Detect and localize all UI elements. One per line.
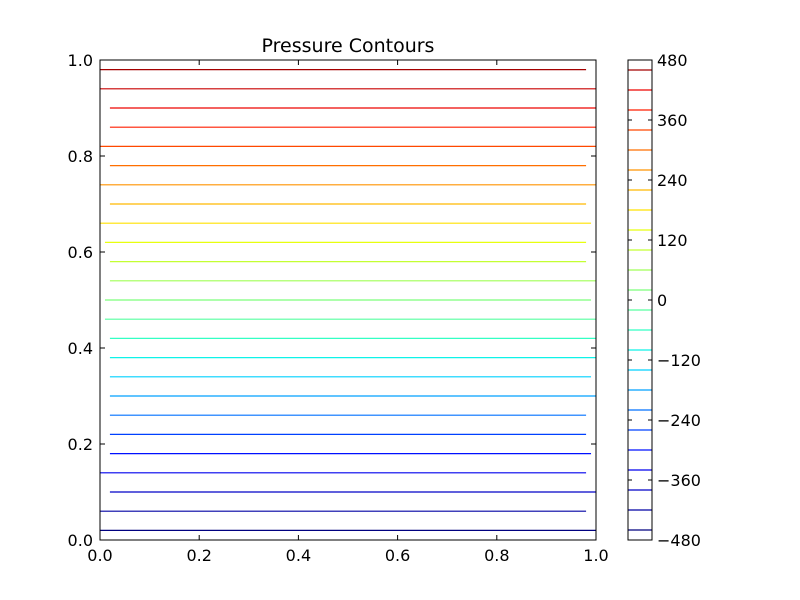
colorbar-tick-label: 120	[657, 231, 688, 250]
contour-lines	[100, 68, 596, 532]
y-tick-label: 0.8	[68, 147, 93, 166]
x-axis: 0.0 0.2 0.4 0.6 0.8 1.0	[87, 60, 609, 565]
y-tick-label: 0.0	[68, 531, 93, 550]
chart-title: Pressure Contours	[262, 35, 435, 57]
x-tick-label: 0.2	[186, 546, 211, 565]
colorbar-levels	[628, 69, 652, 531]
colorbar: 480 360 240 120 0 −120 −240 −360 −480	[627, 51, 701, 550]
y-axis: 0.0 0.2 0.4 0.6 0.8 1.0	[68, 51, 596, 550]
plot-border	[99, 59, 597, 541]
x-tick-label: 1.0	[583, 546, 608, 565]
colorbar-tick-label: −240	[657, 411, 701, 430]
colorbar-tick-label: −480	[657, 531, 701, 550]
y-tick-label: 0.6	[68, 243, 93, 262]
x-tick-label: 0.6	[385, 546, 410, 565]
y-tick-label: 0.4	[68, 339, 93, 358]
x-tick-label: 0.4	[286, 546, 311, 565]
colorbar-tick-label: 360	[657, 111, 688, 130]
colorbar-tick-label: −120	[657, 351, 701, 370]
colorbar-tick-label: −360	[657, 471, 701, 490]
y-tick-label: 0.2	[68, 435, 93, 454]
y-tick-label: 1.0	[68, 51, 93, 70]
colorbar-tick-label: 480	[657, 51, 688, 70]
x-tick-label: 0.0	[87, 546, 112, 565]
colorbar-tick-label: 240	[657, 171, 688, 190]
x-tick-label: 0.8	[484, 546, 509, 565]
plot-area: 0.0 0.2 0.4 0.6 0.8 1.0 0.0 0.2 0.4 0.6 0.8 1.0	[68, 51, 609, 565]
colorbar-tick-label: 0	[657, 291, 667, 310]
colorbar-ticks: 480 360 240 120 0 −120 −240 −360 −480	[628, 51, 701, 550]
